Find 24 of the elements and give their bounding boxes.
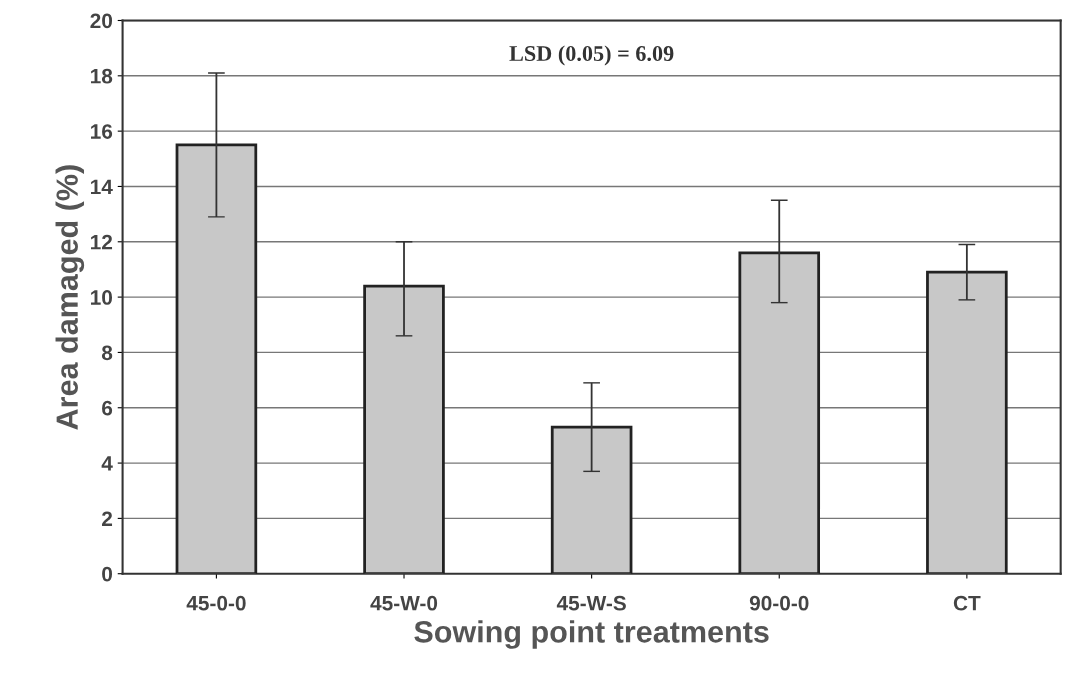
x-tick-label: 45-W-0 xyxy=(370,595,438,611)
y-tick-label: 18 xyxy=(91,68,113,84)
x-tick-label: 45-0-0 xyxy=(186,595,246,611)
y-tick-label: 8 xyxy=(101,345,113,361)
y-tick-label: 6 xyxy=(102,400,113,416)
y-tick-label: 14 xyxy=(91,179,113,195)
y-axis-title: Area damaged (%) xyxy=(55,165,85,430)
bar xyxy=(738,251,821,574)
x-tick-label: CT xyxy=(953,595,981,611)
y-tick-label: 0 xyxy=(102,566,113,582)
y-tick-label: 20 xyxy=(90,13,113,29)
annotation: LSD (0.05) = 6.09 xyxy=(509,45,674,66)
y-tick-label: 2 xyxy=(102,511,113,526)
x-axis-title: Sowing point treatments xyxy=(414,620,769,649)
y-tick-label: 4 xyxy=(101,456,113,471)
y-tick-label: 16 xyxy=(91,124,113,139)
y-tick-label: 12 xyxy=(91,234,113,250)
bar xyxy=(550,425,633,574)
bar xyxy=(175,143,258,574)
y-tick-label: 10 xyxy=(91,290,113,305)
bar xyxy=(363,284,445,574)
x-tick-label: 45-W-S xyxy=(556,595,626,611)
x-tick-label: 90-0-0 xyxy=(749,595,809,611)
bar xyxy=(926,270,1008,574)
